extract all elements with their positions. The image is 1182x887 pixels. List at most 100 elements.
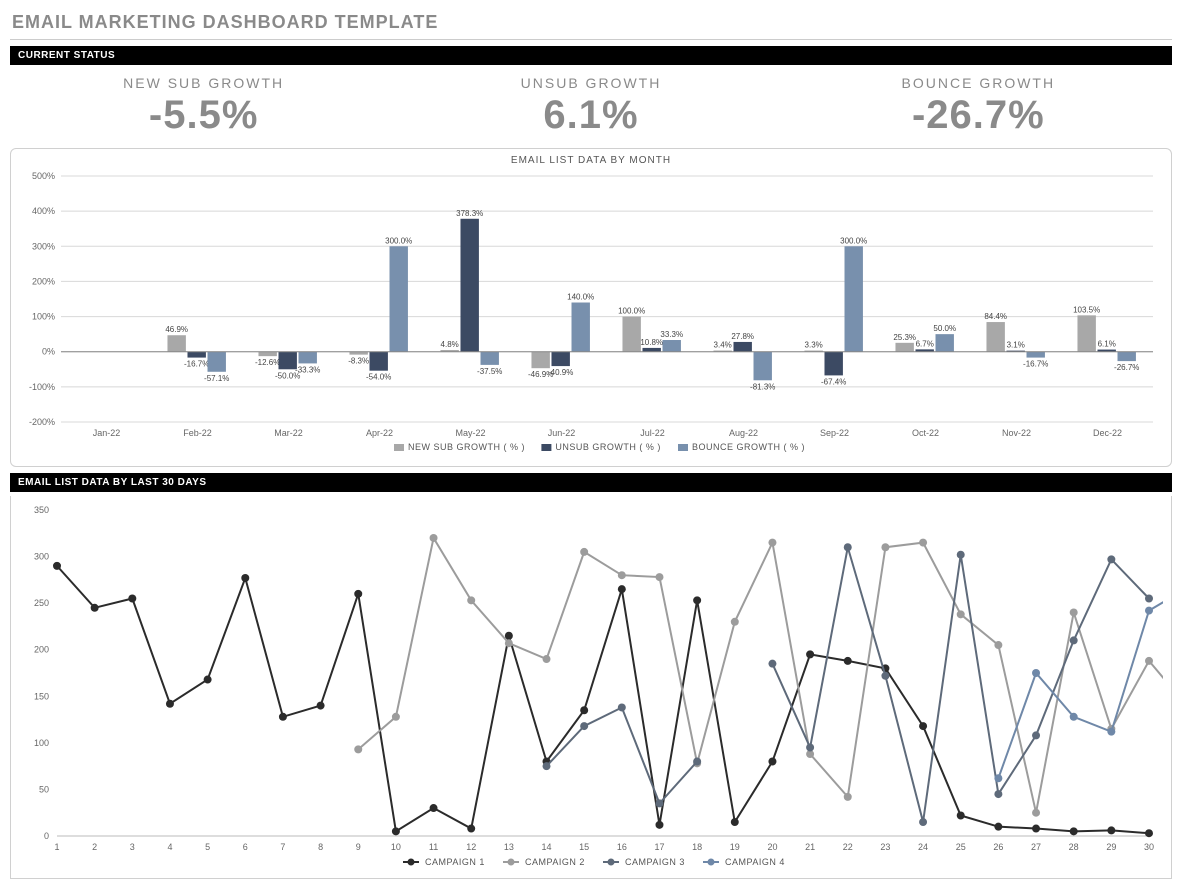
svg-text:-26.7%: -26.7%: [1114, 363, 1139, 372]
svg-text:500%: 500%: [32, 171, 55, 181]
svg-text:140.0%: 140.0%: [567, 293, 594, 302]
svg-text:11: 11: [429, 842, 438, 852]
svg-text:CAMPAIGN 4: CAMPAIGN 4: [725, 857, 785, 867]
svg-text:Jul-22: Jul-22: [640, 428, 665, 438]
kpi-new-sub-growth: NEW SUB GROWTH -5.5%: [10, 75, 397, 138]
svg-text:-12.6%: -12.6%: [255, 358, 280, 367]
svg-text:Feb-22: Feb-22: [183, 428, 212, 438]
kpi-value: 6.1%: [397, 93, 784, 138]
svg-text:6: 6: [243, 842, 248, 852]
kpi-row: NEW SUB GROWTH -5.5% UNSUB GROWTH 6.1% B…: [10, 65, 1172, 144]
svg-text:CAMPAIGN 2: CAMPAIGN 2: [525, 857, 585, 867]
svg-text:Apr-22: Apr-22: [366, 428, 393, 438]
svg-text:10: 10: [391, 842, 401, 852]
svg-text:19: 19: [730, 842, 740, 852]
svg-text:2: 2: [92, 842, 97, 852]
svg-text:16: 16: [617, 842, 627, 852]
svg-text:4.8%: 4.8%: [441, 340, 459, 349]
svg-text:NEW SUB GROWTH ( % ): NEW SUB GROWTH ( % ): [408, 442, 525, 452]
svg-text:22: 22: [843, 842, 853, 852]
bar-chart: -200%-100%0%100%200%300%400%500%Jan-22Fe…: [17, 170, 1163, 460]
svg-text:7: 7: [280, 842, 285, 852]
svg-text:200%: 200%: [32, 276, 55, 286]
svg-text:3: 3: [130, 842, 135, 852]
kpi-value: -26.7%: [785, 93, 1172, 138]
kpi-value: -5.5%: [10, 93, 397, 138]
svg-text:-16.7%: -16.7%: [1023, 360, 1048, 369]
svg-text:25: 25: [956, 842, 966, 852]
svg-text:103.5%: 103.5%: [1073, 305, 1100, 314]
section-header-current-status: CURRENT STATUS: [10, 46, 1172, 65]
svg-text:5: 5: [205, 842, 210, 852]
section-header-last-30-days: EMAIL LIST DATA BY LAST 30 DAYS: [10, 473, 1172, 492]
kpi-label: BOUNCE GROWTH: [785, 75, 1172, 91]
svg-text:Oct-22: Oct-22: [912, 428, 939, 438]
svg-text:-67.4%: -67.4%: [821, 377, 846, 386]
svg-text:-81.3%: -81.3%: [750, 382, 775, 391]
svg-text:84.4%: 84.4%: [984, 312, 1007, 321]
svg-text:12: 12: [466, 842, 476, 852]
svg-text:18: 18: [692, 842, 702, 852]
svg-text:21: 21: [805, 842, 815, 852]
svg-text:Jun-22: Jun-22: [548, 428, 576, 438]
svg-text:100: 100: [34, 738, 49, 748]
svg-text:27: 27: [1031, 842, 1041, 852]
bar-chart-title: EMAIL LIST DATA BY MONTH: [17, 153, 1165, 170]
kpi-label: NEW SUB GROWTH: [10, 75, 397, 91]
svg-text:27.8%: 27.8%: [731, 332, 754, 341]
svg-text:14: 14: [542, 842, 552, 852]
line-chart: 0501001502002503003501234567891011121314…: [17, 500, 1163, 872]
svg-text:25.3%: 25.3%: [893, 333, 916, 342]
svg-text:26: 26: [993, 842, 1003, 852]
svg-text:UNSUB GROWTH ( % ): UNSUB GROWTH ( % ): [555, 442, 661, 452]
svg-text:30: 30: [1144, 842, 1154, 852]
svg-text:100%: 100%: [32, 312, 55, 322]
svg-text:9: 9: [356, 842, 361, 852]
kpi-unsub-growth: UNSUB GROWTH 6.1%: [397, 75, 784, 138]
svg-text:300%: 300%: [32, 241, 55, 251]
svg-text:CAMPAIGN 1: CAMPAIGN 1: [425, 857, 485, 867]
svg-text:13: 13: [504, 842, 514, 852]
svg-text:6.7%: 6.7%: [916, 339, 934, 348]
kpi-label: UNSUB GROWTH: [397, 75, 784, 91]
bar-chart-frame: EMAIL LIST DATA BY MONTH -200%-100%0%100…: [10, 148, 1172, 467]
svg-text:-54.0%: -54.0%: [366, 373, 391, 382]
svg-text:Nov-22: Nov-22: [1002, 428, 1031, 438]
svg-text:0: 0: [44, 831, 49, 841]
svg-text:-16.7%: -16.7%: [184, 360, 209, 369]
svg-text:378.3%: 378.3%: [456, 209, 483, 218]
svg-text:-37.5%: -37.5%: [477, 367, 502, 376]
svg-text:-40.9%: -40.9%: [548, 368, 573, 377]
svg-text:17: 17: [654, 842, 664, 852]
svg-text:3.3%: 3.3%: [805, 341, 823, 350]
svg-text:33.3%: 33.3%: [660, 330, 683, 339]
svg-text:3.1%: 3.1%: [1007, 341, 1025, 350]
svg-text:15: 15: [579, 842, 589, 852]
svg-text:4: 4: [167, 842, 172, 852]
svg-text:-8.3%: -8.3%: [348, 357, 369, 366]
svg-text:Aug-22: Aug-22: [729, 428, 758, 438]
svg-text:10.8%: 10.8%: [640, 338, 663, 347]
svg-text:46.9%: 46.9%: [165, 325, 188, 334]
svg-text:Sep-22: Sep-22: [820, 428, 849, 438]
svg-text:1: 1: [54, 842, 59, 852]
svg-text:50: 50: [39, 784, 49, 794]
svg-text:-200%: -200%: [29, 417, 55, 427]
svg-text:300.0%: 300.0%: [385, 236, 412, 245]
svg-text:250: 250: [34, 598, 49, 608]
page-title: EMAIL MARKETING DASHBOARD TEMPLATE: [10, 8, 1172, 40]
svg-text:400%: 400%: [32, 206, 55, 216]
svg-text:200: 200: [34, 645, 49, 655]
svg-text:29: 29: [1106, 842, 1116, 852]
svg-text:-33.3%: -33.3%: [295, 365, 320, 374]
svg-text:-100%: -100%: [29, 382, 55, 392]
svg-text:-57.1%: -57.1%: [204, 374, 229, 383]
svg-text:350: 350: [34, 505, 49, 515]
svg-text:CAMPAIGN 3: CAMPAIGN 3: [625, 857, 685, 867]
svg-text:28: 28: [1069, 842, 1079, 852]
svg-text:May-22: May-22: [455, 428, 485, 438]
svg-text:100.0%: 100.0%: [618, 307, 645, 316]
svg-text:150: 150: [34, 691, 49, 701]
svg-text:6.1%: 6.1%: [1098, 340, 1116, 349]
svg-text:50.0%: 50.0%: [933, 324, 956, 333]
